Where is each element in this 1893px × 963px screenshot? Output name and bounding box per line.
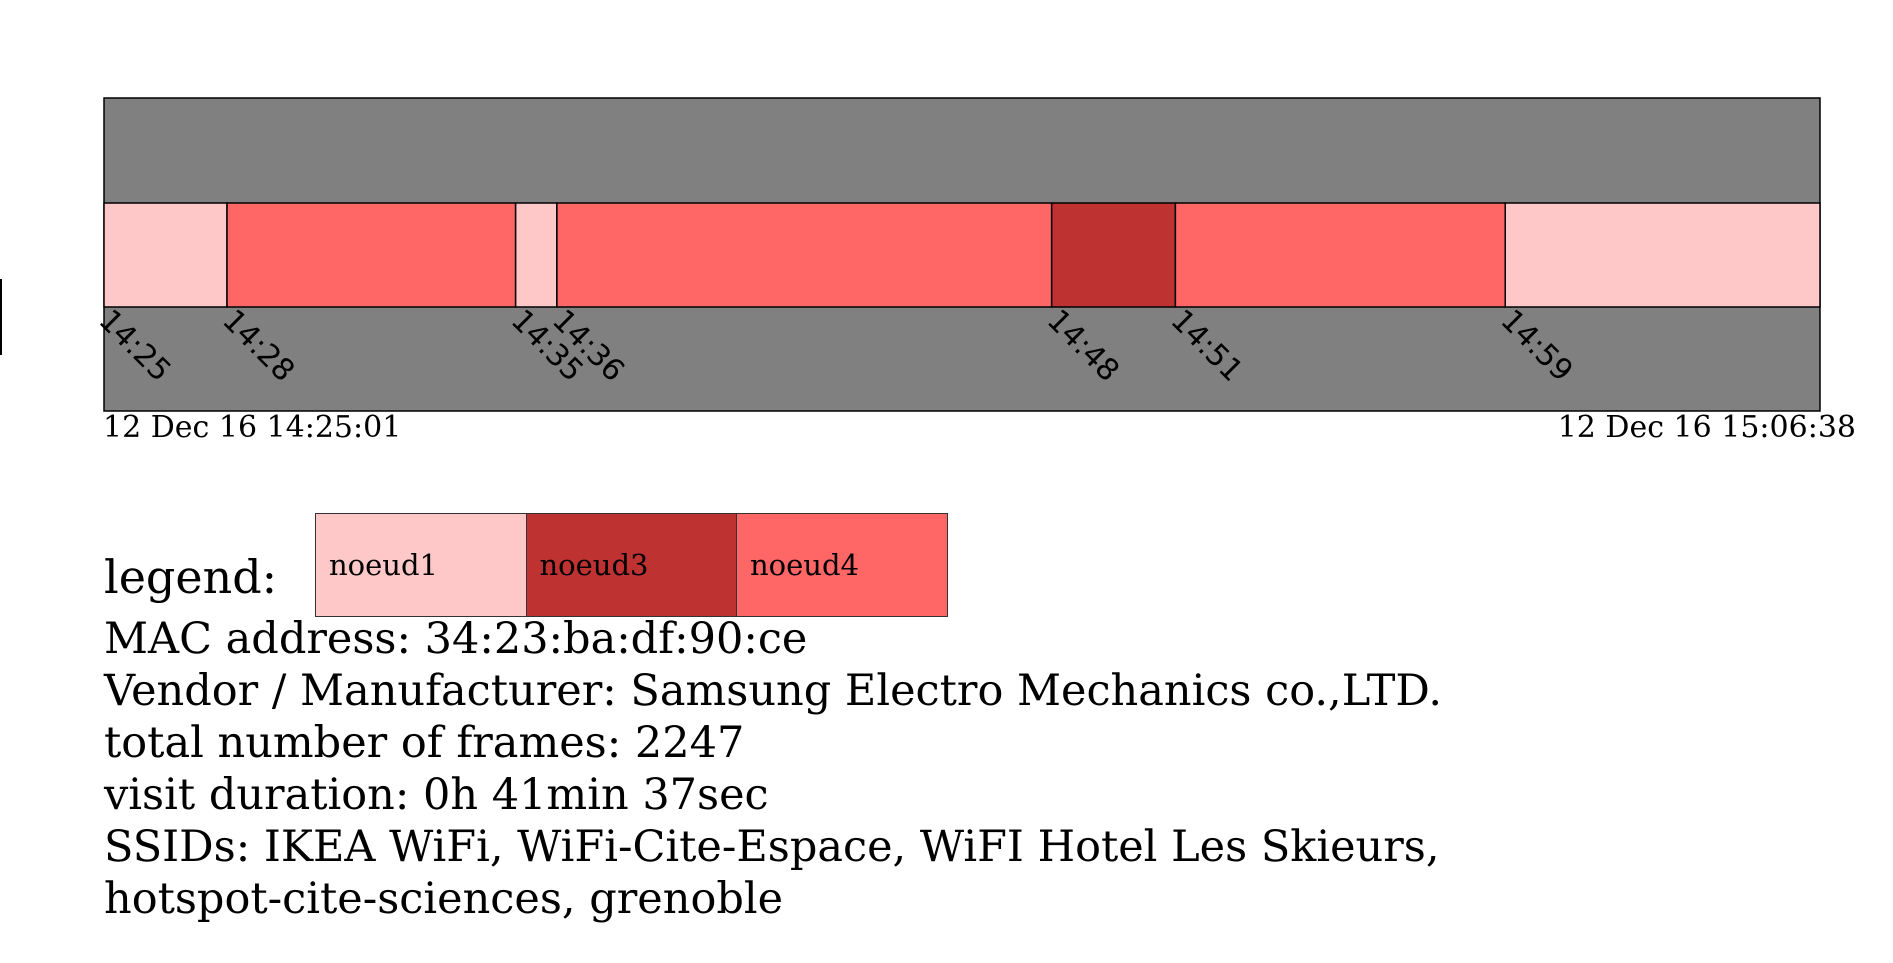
timeline-start-time: 12 Dec 16 14:25:01 xyxy=(103,410,402,445)
ssid-list: SSIDs: IKEA WiFi, WiFi-Cite-Espace, WiFI… xyxy=(104,822,1440,872)
legend: noeud1 noeud3 noeud4 xyxy=(315,513,948,617)
timeline-segment-noeud1 xyxy=(103,202,228,308)
device-info: MAC address: 34:23:ba:df:90:ce Vendor / … xyxy=(104,613,1604,925)
legend-label: legend: xyxy=(104,550,278,604)
legend-item-noeud4: noeud4 xyxy=(736,513,948,617)
timeline-segment-noeud1 xyxy=(514,202,558,308)
timeline-segment-noeud4 xyxy=(556,202,1053,308)
ssid-list-continued: hotspot-cite-sciences, grenoble xyxy=(104,874,784,924)
legend-item-label: noeud1 xyxy=(329,548,438,582)
mac-address: MAC address: 34:23:ba:df:90:ce xyxy=(104,614,808,664)
timeline-end-time: 12 Dec 16 15:06:38 xyxy=(1557,410,1856,445)
edge-marker xyxy=(0,279,2,355)
timeline-segment-noeud4 xyxy=(1174,202,1507,308)
timeline-segments xyxy=(103,202,1821,308)
vendor: Vendor / Manufacturer: Samsung Electro M… xyxy=(104,666,1443,716)
frame-count: total number of frames: 2247 xyxy=(104,718,745,768)
legend-item-noeud3: noeud3 xyxy=(525,513,738,617)
timeline-segment-noeud3 xyxy=(1050,202,1177,308)
visit-duration: visit duration: 0h 41min 37sec xyxy=(104,770,769,820)
legend-item-noeud1: noeud1 xyxy=(315,513,527,617)
legend-item-label: noeud4 xyxy=(750,548,859,582)
legend-item-label: noeud3 xyxy=(539,548,649,582)
timeline-segment-noeud1 xyxy=(1504,202,1821,308)
timeline-segment-noeud4 xyxy=(226,202,517,308)
